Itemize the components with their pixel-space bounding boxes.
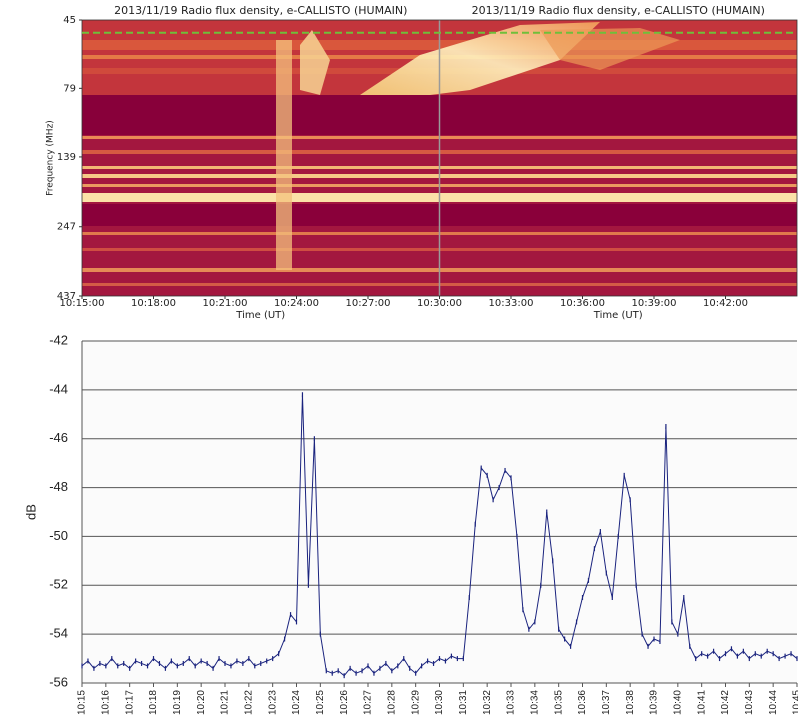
x-tick-label: 10:24 bbox=[291, 690, 302, 715]
x-tick-label: 10:36:00 bbox=[560, 298, 605, 309]
x-tick-label: 10:41 bbox=[696, 690, 707, 715]
x-tick-label: 10:33 bbox=[506, 690, 517, 715]
x-tick-label: 10:17 bbox=[124, 690, 135, 715]
x-tick-label: 10:21:00 bbox=[203, 298, 248, 309]
y-tick-label: -42 bbox=[49, 332, 68, 347]
y-tick-label: -46 bbox=[49, 430, 68, 445]
x-tick-label: 10:31 bbox=[458, 690, 469, 715]
x-tick-label: 10:37 bbox=[601, 690, 612, 715]
x-tick-label: 10:18 bbox=[148, 690, 159, 715]
y-tick-label: -52 bbox=[49, 577, 68, 592]
x-tick-label: 10:20 bbox=[196, 690, 207, 715]
x-tick-label: 10:19 bbox=[172, 690, 183, 715]
burst bbox=[360, 22, 600, 95]
x-axis-label: Time (UT) bbox=[235, 310, 285, 321]
burst bbox=[540, 28, 680, 70]
x-tick-label: 10:18:00 bbox=[131, 298, 176, 309]
x-tick-label: 10:23 bbox=[267, 690, 278, 715]
x-tick-label: 10:43 bbox=[744, 690, 755, 715]
y-tick-label: -56 bbox=[49, 674, 68, 689]
line-chart: -42 -44 -46 -48 -50 -52 -54 -56 10:15 10:16 10:17 1… bbox=[23, 332, 798, 715]
x-tick-label: 10:30 bbox=[434, 690, 445, 715]
y-tick-label: 247 bbox=[57, 222, 76, 233]
x-tick-label: 10:21 bbox=[220, 690, 231, 715]
x-tick-label: 10:28 bbox=[386, 690, 397, 715]
x-tick-label: 10:15 bbox=[77, 690, 88, 715]
y-tick-label: -44 bbox=[49, 381, 68, 396]
panel-title: 2013/11/19 Radio flux density, e-CALLIST… bbox=[472, 4, 765, 17]
y-tick-label: -54 bbox=[49, 626, 68, 641]
x-tick-label: 10:27 bbox=[363, 690, 374, 715]
y-axis-label: Frequency (MHz) bbox=[46, 120, 56, 196]
x-tick-label: 10:42 bbox=[720, 690, 731, 715]
spectrogram-image bbox=[82, 20, 797, 296]
y-tick-label: 437 bbox=[57, 291, 76, 302]
x-tick-label: 10:35 bbox=[553, 690, 564, 715]
x-tick-label: 10:40 bbox=[672, 690, 683, 715]
x-tick-label: 10:38 bbox=[625, 690, 636, 715]
y-axis-label: dB bbox=[23, 504, 38, 520]
y-tick-label: 45 bbox=[63, 15, 76, 26]
y-tick-label: -50 bbox=[49, 528, 68, 543]
x-tick-label: 10:26 bbox=[339, 690, 350, 715]
x-tick-label: 10:39:00 bbox=[632, 298, 677, 309]
x-tick-label: 10:33:00 bbox=[489, 298, 534, 309]
x-tick-label: 10:45 bbox=[792, 690, 798, 715]
burst bbox=[276, 40, 292, 270]
x-tick-label: 10:27:00 bbox=[346, 298, 391, 309]
x-tick-label: 10:36 bbox=[577, 690, 588, 715]
x-tick-label: 10:22 bbox=[243, 690, 254, 715]
x-tick-label: 10:32 bbox=[482, 690, 493, 715]
y-tick-label: 139 bbox=[57, 152, 76, 163]
plot-area bbox=[82, 341, 797, 683]
x-tick-label: 10:42:00 bbox=[703, 298, 748, 309]
x-tick-label: 10:44 bbox=[768, 690, 779, 715]
x-tick-label: 10:25 bbox=[315, 690, 326, 715]
y-tick-label: -48 bbox=[49, 479, 68, 494]
x-tick-label: 10:34 bbox=[529, 690, 540, 715]
x-axis-label: Time (UT) bbox=[593, 310, 643, 321]
x-tick-label: 10:16 bbox=[100, 690, 111, 715]
burst bbox=[300, 30, 330, 95]
x-tick-label: 10:15:00 bbox=[60, 298, 105, 309]
x-tick-label: 10:30:00 bbox=[417, 298, 462, 309]
x-tick-label: 10:24:00 bbox=[274, 298, 319, 309]
x-tick-label: 10:39 bbox=[649, 690, 660, 715]
panel-title: 2013/11/19 Radio flux density, e-CALLIST… bbox=[114, 4, 407, 17]
y-tick-label: 79 bbox=[63, 83, 76, 94]
x-tick-label: 10:29 bbox=[410, 690, 421, 715]
